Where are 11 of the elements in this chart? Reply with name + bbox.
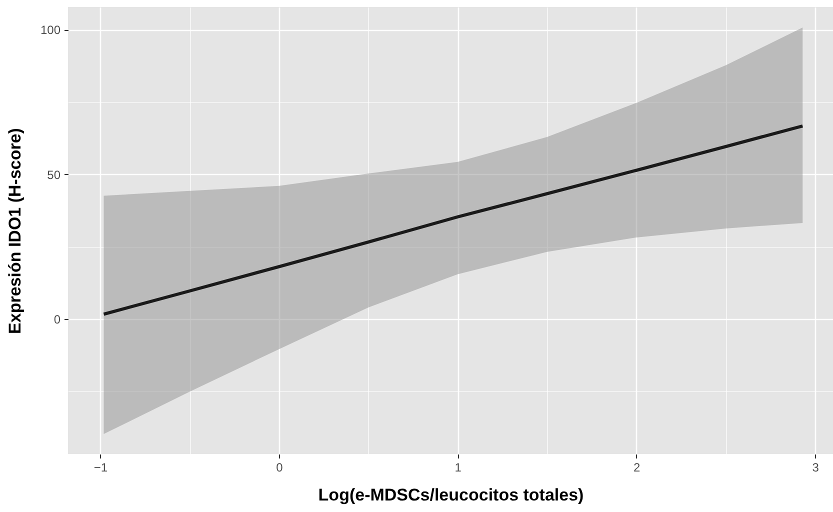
y-tick-label: 0 xyxy=(54,312,61,327)
line-series xyxy=(102,124,804,316)
y-axis-title: Expresión IDO1 (H-score) xyxy=(5,128,24,334)
x-tick-label: −1 xyxy=(94,460,108,474)
y-tick-label: 100 xyxy=(40,23,61,38)
x-tick-label: 2 xyxy=(634,460,641,474)
x-tick-label: 1 xyxy=(454,460,462,474)
x-tick-label: 3 xyxy=(812,460,820,474)
x-tick-label: 0 xyxy=(276,460,284,474)
x-axis-title: Log(e-MDSCs/leucocitos totales) xyxy=(318,486,584,504)
y-tick-label: 50 xyxy=(47,168,61,182)
